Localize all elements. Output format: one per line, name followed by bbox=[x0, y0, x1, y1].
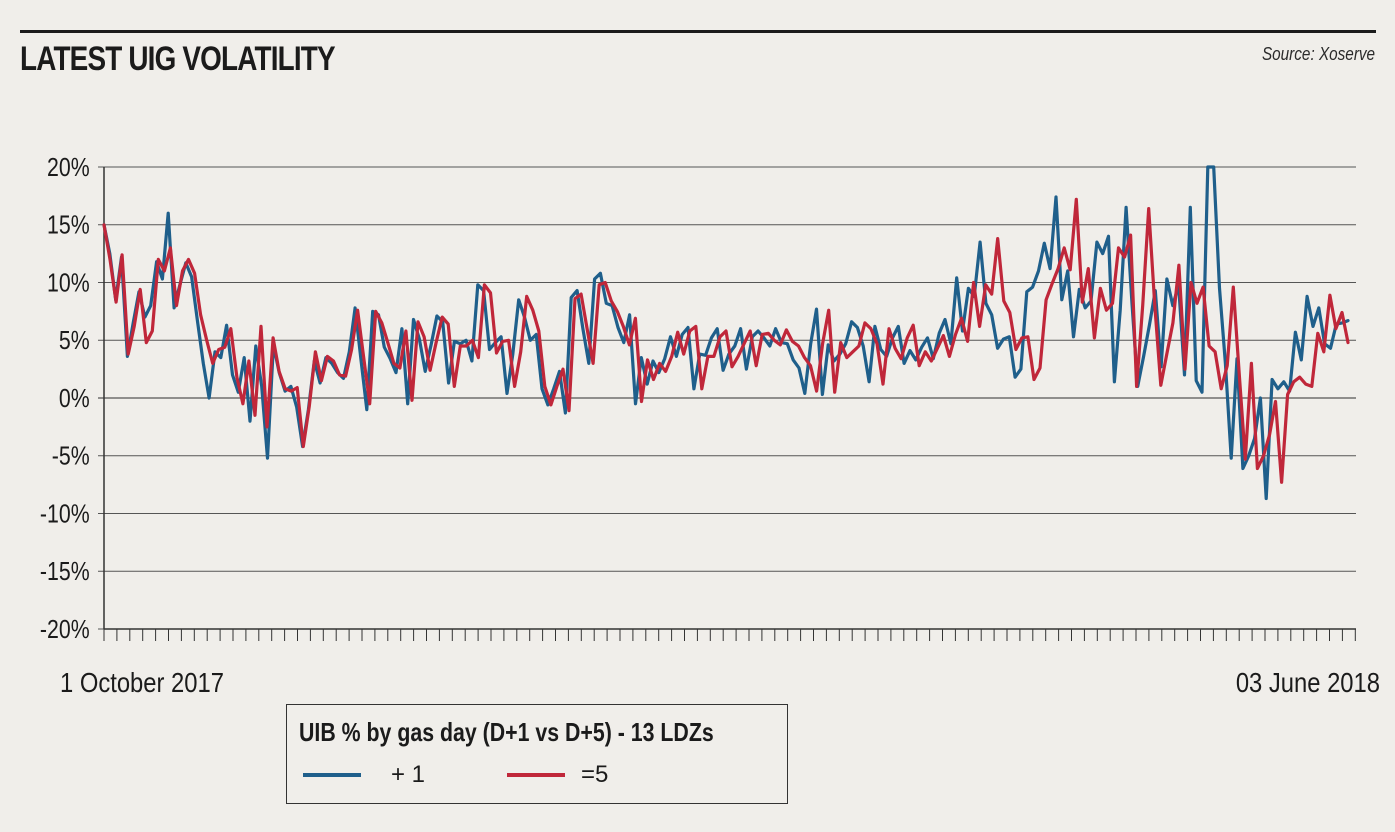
y-tick-label: 15% bbox=[47, 211, 90, 241]
y-tick-label: 5% bbox=[59, 326, 90, 356]
y-tick-label: 0% bbox=[59, 384, 90, 414]
legend-label-d5: =5 bbox=[581, 761, 609, 788]
legend: UIB % by gas day (D+1 vs D+5) - 13 LDZs … bbox=[286, 704, 788, 804]
chart-title: LATEST UIG VOLATILITY bbox=[20, 40, 336, 78]
source-note: Source: Xoserve bbox=[1261, 44, 1375, 64]
y-tick-label: 20% bbox=[47, 153, 90, 183]
series-line-d5 bbox=[102, 197, 1350, 484]
x-start-label: 1 October 2017 bbox=[60, 666, 224, 698]
y-tick-label: -20% bbox=[40, 615, 90, 645]
x-end-label: 03 June 2018 bbox=[1236, 666, 1380, 698]
legend-title: UIB % by gas day (D+1 vs D+5) - 13 LDZs bbox=[299, 717, 714, 747]
legend-swatch-d1 bbox=[303, 773, 361, 777]
legend-swatch-d5 bbox=[507, 773, 565, 777]
y-tick-label: 10% bbox=[47, 269, 90, 299]
y-tick-label: -5% bbox=[52, 442, 90, 472]
line-chart: 20% 15% 10% 5% 0% -5% -10% -15% -20% 1 October 20… bbox=[40, 153, 1380, 698]
title-rule bbox=[20, 30, 1376, 33]
legend-label-d1: + 1 bbox=[391, 761, 426, 788]
y-tick-label: -15% bbox=[40, 557, 90, 587]
y-tick-label: -10% bbox=[40, 500, 90, 530]
